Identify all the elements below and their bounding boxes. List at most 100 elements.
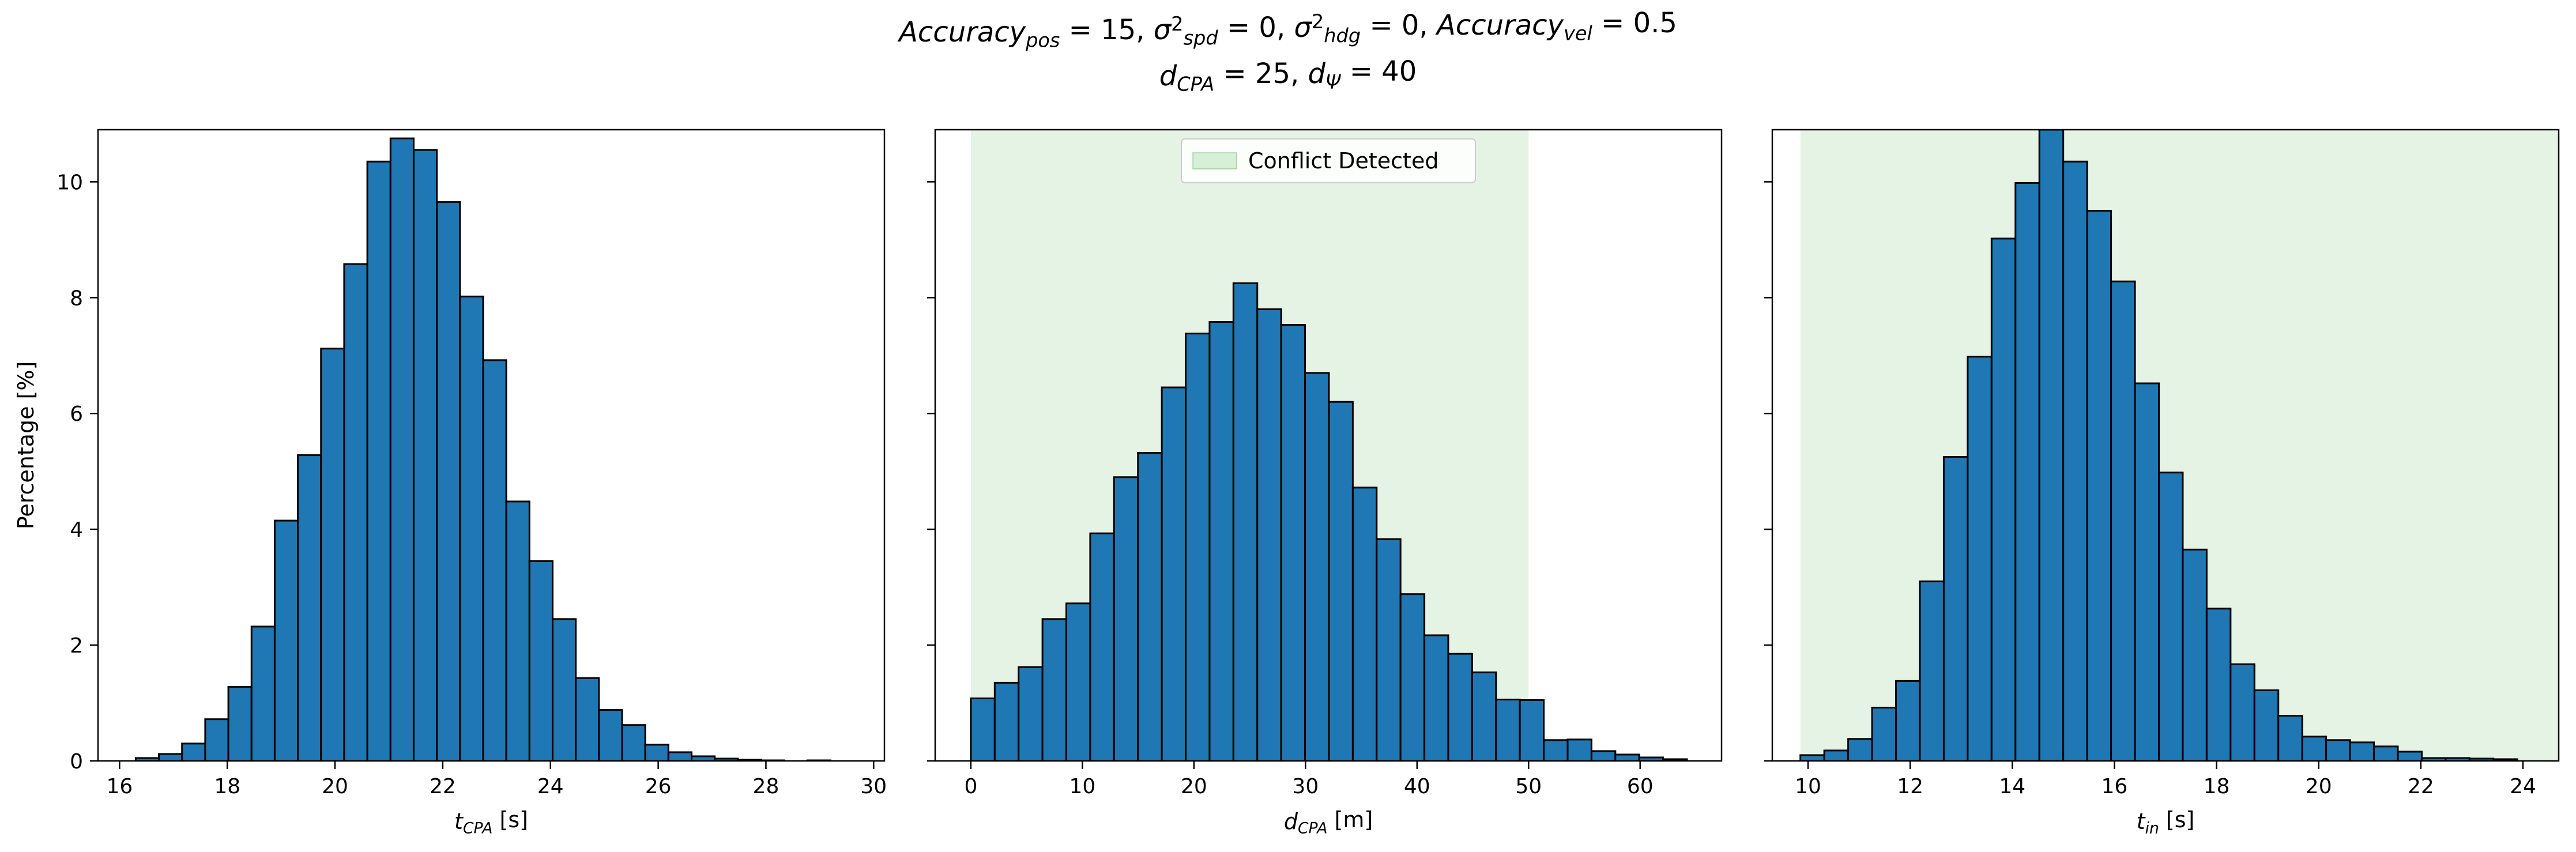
histogram-bar bbox=[1351, 487, 1378, 761]
histogram-bar bbox=[2229, 663, 2255, 761]
histogram-bar bbox=[1823, 749, 1850, 761]
histogram-bar bbox=[1566, 738, 1592, 761]
histogram-bar bbox=[1399, 593, 1426, 761]
x-tick-label: 22 bbox=[430, 775, 456, 798]
legend-label: Conflict Detected bbox=[1248, 148, 1438, 174]
y-tick-label: 2 bbox=[70, 634, 83, 658]
histogram-bar bbox=[1232, 282, 1259, 761]
y-tick-label: 0 bbox=[70, 750, 83, 774]
x-tick-label: 20 bbox=[1181, 775, 1207, 798]
histogram-bar bbox=[621, 724, 646, 761]
x-tick-label: 24 bbox=[537, 775, 564, 798]
histogram-bar bbox=[204, 718, 229, 761]
histogram-bar bbox=[2301, 736, 2328, 761]
histogram-bar bbox=[1018, 666, 1044, 761]
histogram-bar bbox=[343, 263, 368, 761]
histogram-bar bbox=[1185, 333, 1211, 761]
histogram-bar bbox=[1113, 476, 1139, 761]
x-axis-label: tin [s] bbox=[2137, 807, 2195, 838]
y-tick-label: 4 bbox=[70, 518, 83, 542]
histogram-bar bbox=[1590, 750, 1617, 761]
x-tick-label: 20 bbox=[2306, 775, 2332, 798]
histogram-bar bbox=[1543, 739, 1569, 761]
histogram-bar bbox=[320, 348, 345, 761]
histogram-bar bbox=[297, 454, 322, 761]
x-tick-label: 50 bbox=[1515, 775, 1542, 798]
histogram-bar bbox=[2038, 130, 2065, 761]
histogram-bar bbox=[1471, 671, 1497, 761]
x-tick-label: 22 bbox=[2408, 775, 2434, 798]
histogram-bar bbox=[1942, 456, 1969, 761]
histogram-panel-3: 10 12 14 16 18 20 22 24 tin [s] bbox=[1764, 129, 2560, 838]
y-axis-label: Percentage [%] bbox=[13, 361, 39, 530]
axes-frame bbox=[97, 129, 886, 762]
figure-title-line-2: dCPA = 25, dΨ = 40 bbox=[1159, 55, 1417, 95]
histogram-bar bbox=[1495, 699, 1521, 761]
histogram-bar bbox=[436, 201, 461, 761]
histogram-bar bbox=[250, 625, 276, 761]
histogram-bar bbox=[1799, 754, 1825, 761]
x-tick-label: 20 bbox=[322, 775, 348, 798]
y-tick-label: 10 bbox=[57, 171, 83, 194]
histogram-bar bbox=[1041, 618, 1068, 761]
histogram-bar bbox=[1967, 356, 1993, 761]
histogram-bar bbox=[2014, 182, 2040, 761]
histogram-bar bbox=[970, 698, 996, 761]
histogram-bar bbox=[644, 744, 669, 761]
axes-frame bbox=[934, 129, 1723, 762]
histogram-bar bbox=[2325, 739, 2351, 761]
histogram-bar bbox=[482, 359, 507, 761]
histogram-bar bbox=[2157, 472, 2184, 761]
histogram-bar bbox=[505, 500, 530, 761]
x-tick-label: 24 bbox=[2510, 775, 2536, 798]
histogram-bar bbox=[667, 751, 693, 761]
x-tick-label: 40 bbox=[1404, 775, 1430, 798]
histogram-bar bbox=[2205, 608, 2232, 761]
histogram-bar bbox=[552, 618, 577, 761]
histogram-bar bbox=[2086, 210, 2112, 761]
histogram-bar bbox=[2062, 160, 2088, 761]
legend-swatch bbox=[1192, 152, 1237, 169]
histogram-bar bbox=[575, 677, 600, 761]
histogram-bar bbox=[1280, 324, 1306, 761]
histogram-bar bbox=[459, 295, 484, 761]
histogram-bar bbox=[2349, 741, 2375, 761]
histogram-bar bbox=[2182, 548, 2208, 761]
histogram-bar bbox=[389, 137, 415, 761]
x-tick-label: 30 bbox=[860, 775, 887, 798]
histogram-panel-2: 0 10 20 30 40 50 60 dCPA [m] Conflict Detected bbox=[927, 129, 1723, 837]
histogram-bar bbox=[1304, 372, 1330, 761]
histogram-bar bbox=[1089, 532, 1115, 761]
histogram-bar bbox=[2277, 715, 2303, 761]
x-tick-label: 18 bbox=[214, 775, 240, 798]
x-tick-label: 16 bbox=[106, 775, 133, 798]
histogram-bar bbox=[1990, 237, 2017, 761]
histogram-bar bbox=[366, 160, 391, 761]
histogram-bar bbox=[1328, 401, 1354, 761]
histogram-bar bbox=[1423, 634, 1449, 761]
x-tick-label: 10 bbox=[1795, 775, 1821, 798]
x-tick-label: 18 bbox=[2204, 775, 2230, 798]
histogram-bar bbox=[273, 519, 299, 761]
histogram-bar bbox=[158, 753, 183, 761]
histogram-bar bbox=[1065, 602, 1091, 761]
histogram-bar bbox=[1137, 452, 1163, 761]
histogram-bar bbox=[528, 560, 554, 761]
x-tick-label: 60 bbox=[1627, 775, 1654, 798]
histogram-bar bbox=[412, 149, 438, 761]
histogram-bar bbox=[2134, 382, 2160, 761]
histogram-bar bbox=[1519, 699, 1545, 761]
histogram-bar bbox=[1871, 707, 1897, 761]
histogram-bar bbox=[598, 709, 623, 761]
x-tick-label: 10 bbox=[1069, 775, 1095, 798]
histogram-bar bbox=[2373, 745, 2399, 761]
histogram-bar bbox=[1208, 321, 1234, 761]
histogram-bar bbox=[1256, 308, 1282, 761]
x-tick-label: 28 bbox=[753, 775, 779, 798]
legend: Conflict Detected bbox=[1181, 138, 1476, 183]
histogram-bar bbox=[1847, 738, 1873, 761]
histogram-bar bbox=[227, 685, 253, 761]
axes-frame bbox=[1771, 129, 2560, 762]
